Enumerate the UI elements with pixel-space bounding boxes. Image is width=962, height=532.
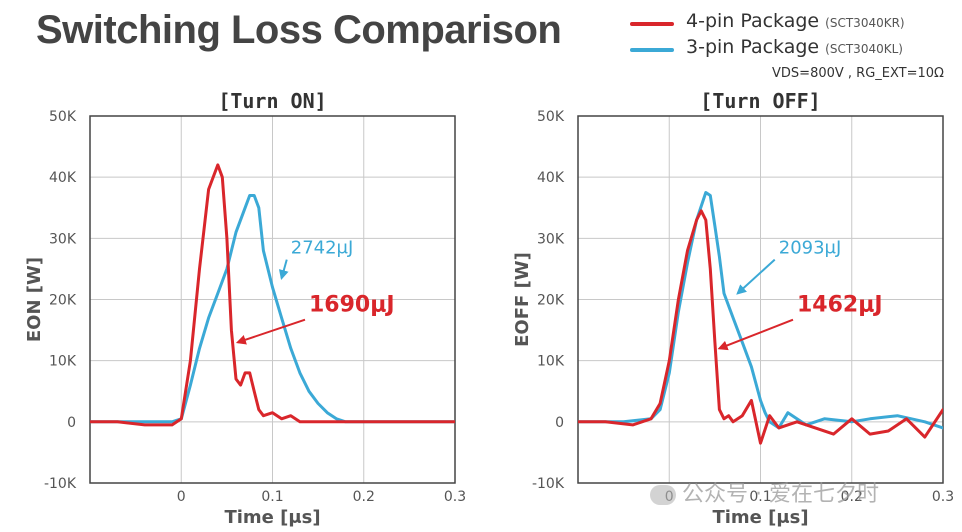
x-tick-label: 0.1	[261, 489, 283, 505]
watermark-text: 公众号 · 爱在七夕时	[682, 482, 879, 507]
y-tick-label: 0	[555, 415, 564, 431]
annotation-arrow	[278, 259, 289, 281]
legend-swatch-red	[630, 22, 674, 26]
series-line-3pin	[90, 194, 455, 424]
chart-title: [Turn ON]	[218, 89, 326, 113]
annotation-label: 1462μJ	[797, 293, 883, 318]
y-tick-label: -10K	[44, 476, 77, 492]
annotation-arrow	[717, 318, 794, 351]
legend-label-4pin: 4-pin Package	[686, 10, 820, 32]
x-axis-label: Time [μs]	[712, 507, 808, 528]
y-tick-label: 10K	[49, 354, 77, 370]
y-tick-label: 40K	[49, 170, 77, 186]
series-line-4pin	[90, 163, 455, 427]
y-tick-label: 50K	[49, 109, 77, 125]
legend-swatch-blue	[630, 48, 674, 52]
annotation-label: 2093μJ	[779, 238, 842, 259]
y-tick-label: 20K	[49, 293, 77, 309]
legend-part-3pin: (SCT3040KL)	[825, 42, 903, 56]
x-tick-label: 0.2	[841, 489, 863, 505]
annotation-arrow	[235, 318, 306, 345]
annotation-arrow	[736, 258, 776, 295]
plot-frame	[577, 115, 944, 484]
legend-part-4pin: (SCT3040KR)	[825, 16, 905, 30]
page-title: Switching Loss Comparison	[36, 8, 562, 52]
watermark: 公众号 · 爱在七夕时	[650, 476, 879, 508]
wechat-icon	[650, 485, 676, 505]
y-tick-label: 0	[67, 415, 76, 431]
legend-item-4pin: 4-pin Package (SCT3040KR)	[630, 10, 950, 36]
x-tick-label: 0.3	[444, 489, 466, 505]
x-tick-label: 0.1	[749, 489, 771, 505]
plot-frame	[89, 115, 456, 484]
y-tick-label: 10K	[537, 354, 565, 370]
x-tick-label: 0	[177, 489, 186, 505]
y-tick-label: 50K	[537, 109, 565, 125]
legend-label-3pin: 3-pin Package	[686, 36, 820, 58]
legend-item-3pin: 3-pin Package (SCT3040KL)	[630, 36, 950, 62]
y-axis-label: EOFF [W]	[512, 252, 533, 347]
chart-turn-on: -10K 0 10K 20K 30K 40K 50K 0 0.1 0.2 0.3 [Turn ON] T…	[24, 89, 466, 528]
x-tick-label: 0.2	[353, 489, 375, 505]
annotation-label: 2742μJ	[291, 238, 354, 259]
x-tick-label: 0.3	[932, 489, 954, 505]
test-condition: VDS=800V , RG_EXT=10Ω	[772, 66, 944, 81]
y-tick-label: 20K	[537, 293, 565, 309]
series-line-3pin	[578, 191, 943, 430]
y-axis-label: EON [W]	[24, 257, 45, 342]
y-tick-label: -10K	[532, 476, 565, 492]
legend: 4-pin Package (SCT3040KR) 3-pin Package …	[630, 10, 950, 62]
y-tick-label: 30K	[49, 231, 77, 247]
x-axis-label: Time [μs]	[224, 507, 320, 528]
y-tick-label: 40K	[537, 170, 565, 186]
chart-title: [Turn OFF]	[700, 89, 820, 113]
series-line-4pin	[578, 209, 943, 445]
annotation-label: 1690μJ	[309, 293, 395, 318]
y-tick-label: 30K	[537, 231, 565, 247]
